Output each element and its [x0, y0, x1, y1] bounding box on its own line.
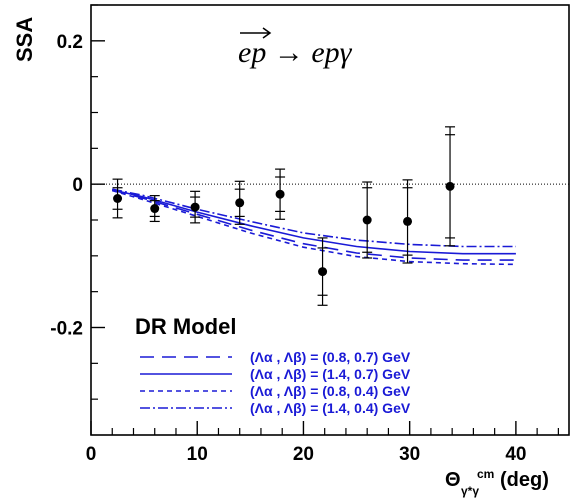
model-curve-3 [111, 189, 516, 266]
legend-entry-4: (Λα , Λβ) = (1.4, 0.4) GeV [140, 400, 411, 416]
vector-arrow-icon [240, 27, 272, 39]
data-marker [318, 267, 328, 277]
legend-entry-3: (Λα , Λβ) = (0.8, 0.4) GeV [140, 383, 411, 399]
legend-label: (Λα , Λβ) = (0.8, 0.7) GeV [250, 349, 411, 365]
data-point-7 [362, 181, 373, 259]
y-tick-label: 0 [72, 175, 83, 196]
data-marker [235, 198, 245, 208]
y-axis-label: SSA [12, 17, 37, 62]
x-tick-label: 30 [399, 444, 420, 465]
legend-label: (Λα , Λβ) = (0.8, 0.4) GeV [250, 383, 411, 399]
data-point-5 [275, 168, 286, 220]
y-tick-label: -0.2 [50, 319, 83, 340]
x-tick-label: 0 [86, 444, 97, 465]
model-label: DR Model [135, 314, 236, 339]
data-point-4 [234, 180, 245, 225]
y-tick-label: 0.2 [57, 32, 83, 53]
data-marker [403, 216, 413, 226]
data-marker [275, 189, 285, 199]
legend-entry-1: (Λα , Λβ) = (0.8, 0.7) GeV [140, 349, 411, 365]
data-marker [113, 194, 123, 203]
data-point-9 [445, 126, 456, 247]
x-axis-symbol: Θ [445, 469, 461, 491]
x-axis-subscript: γ*γ [461, 484, 479, 498]
x-axis-superscript: cm [477, 467, 494, 481]
data-marker [150, 204, 160, 214]
data-marker [362, 215, 372, 225]
x-tick-label: 40 [505, 444, 526, 465]
data-point-2 [149, 195, 160, 223]
legend-label: (Λα , Λβ) = (1.4, 0.4) GeV [250, 400, 411, 416]
legend-label: (Λα , Λβ) = (1.4, 0.7) GeV [250, 366, 411, 382]
legend-entry-2: (Λα , Λβ) = (1.4, 0.7) GeV [140, 366, 411, 382]
reaction-text: ep → epγ [238, 36, 353, 69]
reaction-label: ep → epγ [238, 27, 353, 69]
x-tick-label: 10 [187, 444, 208, 465]
model-curve-1 [111, 189, 516, 261]
x-tick-label: 20 [293, 444, 314, 465]
model-curve-2 [112, 189, 516, 255]
data-marker [445, 181, 455, 191]
x-axis-label: Θ cm γ*γ (deg) [445, 467, 549, 498]
x-axis-unit: (deg) [500, 469, 549, 491]
data-point-1 [112, 178, 123, 219]
data-point-3 [190, 190, 201, 224]
data-marker [190, 202, 200, 212]
data-point-6 [317, 237, 328, 306]
model-curve-4 [112, 188, 516, 248]
data-point-8 [402, 179, 413, 264]
